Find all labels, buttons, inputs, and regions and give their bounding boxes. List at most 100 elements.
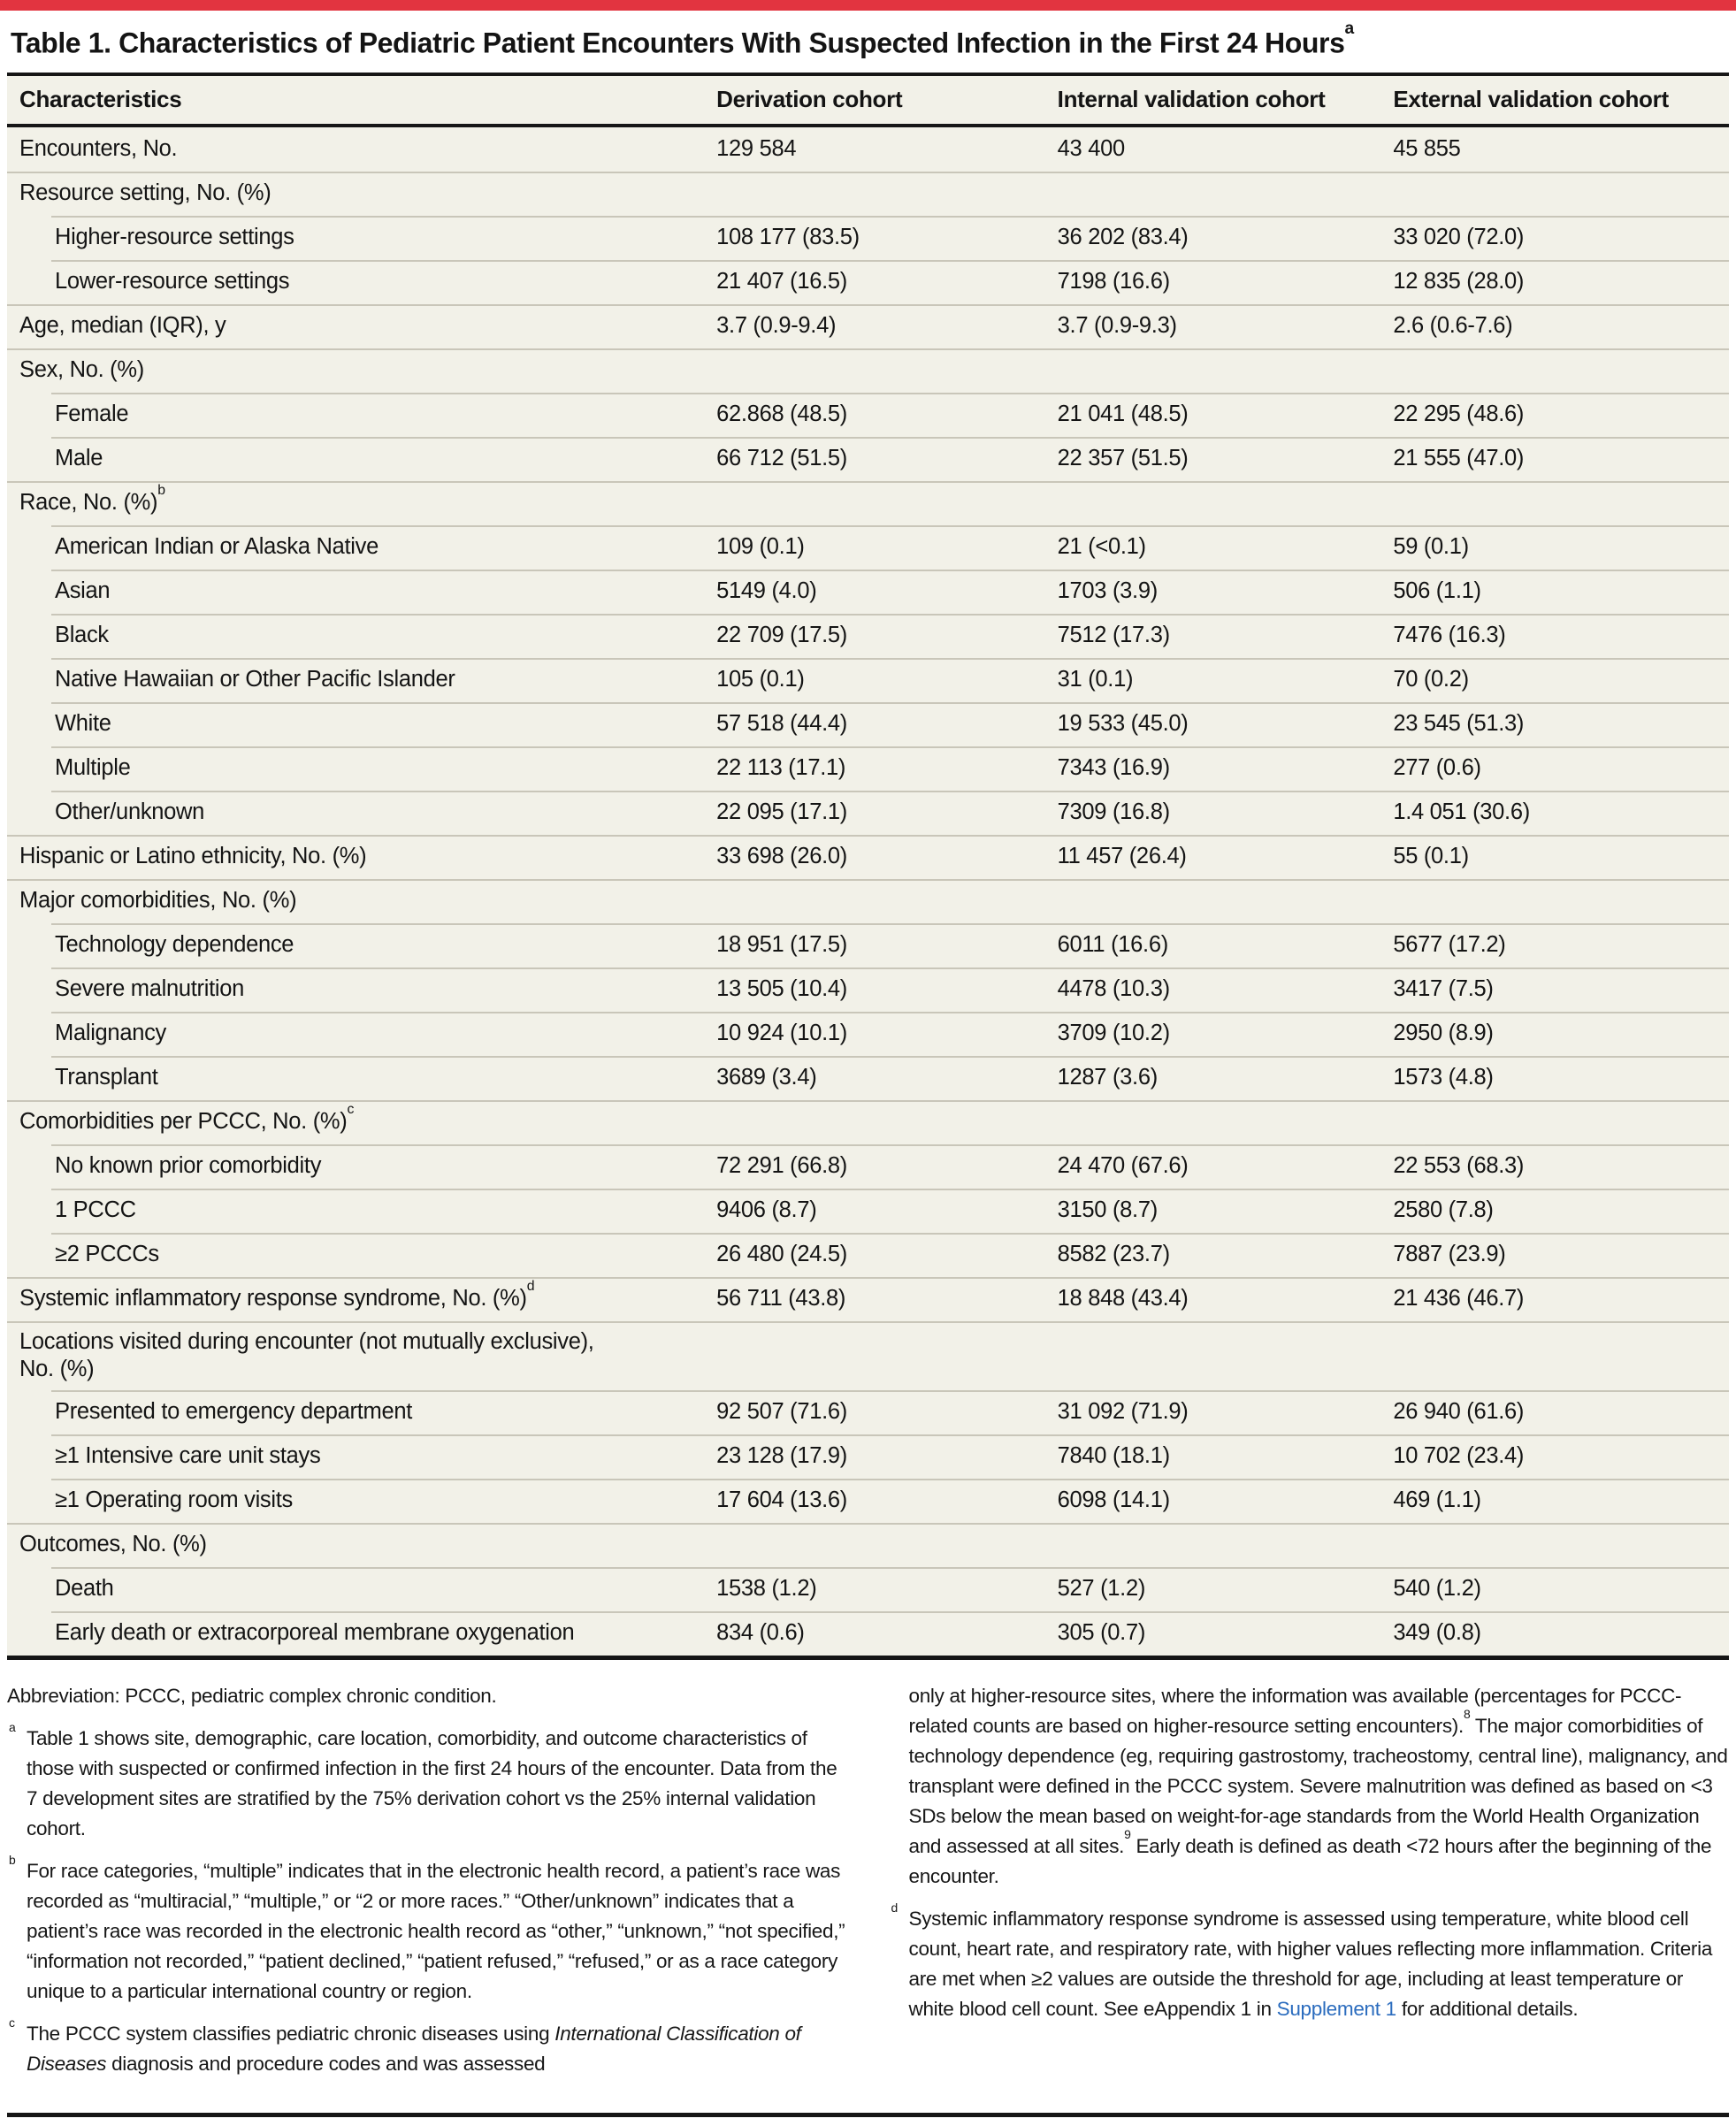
table-group-header-row: Major comorbidities, No. (%) — [7, 878, 1729, 923]
supplement-1-link[interactable]: Supplement 1 — [1276, 1997, 1397, 2020]
row-label: Native Hawaiian or Other Pacific Islande… — [7, 666, 716, 693]
row-label-text: Black — [55, 623, 109, 648]
row-label-text: Death — [55, 1576, 114, 1602]
row-label-text: Encounters, No. — [19, 136, 178, 162]
cell-value: 21 555 (47.0) — [1393, 446, 1525, 471]
table-data-row: Severe malnutrition 13 505 (10.4) 4478 (10… — [7, 967, 1729, 1012]
table-data-row: Black 22 709 (17.5) 7512 (17.3) 7476 (16.3) — [7, 613, 1729, 658]
row-label: Presented to emergency department — [7, 1398, 716, 1426]
table-data-row: Asian 5149 (4.0) 1703 (3.9) 506 (1.1) — [7, 569, 1729, 614]
row-label-text: Malignancy — [55, 1021, 166, 1046]
row-label: Early death or extracorporeal membrane o… — [7, 1619, 716, 1647]
row-label: American Indian or Alaska Native — [7, 533, 716, 561]
abbreviation-text: Abbreviation: PCCC, pediatric complex ch… — [7, 1684, 497, 1707]
cell-value: 31 (0.1) — [1057, 667, 1134, 692]
footnote-c-cont-text-3: Early death is defined as death <72 hour… — [908, 1834, 1712, 1887]
characteristics-table: Characteristics Derivation cohort Intern… — [7, 72, 1729, 1660]
row-label-text: American Indian or Alaska Native — [55, 534, 379, 560]
table-data-row: Technology dependence 18 951 (17.5) 6011 (… — [7, 922, 1729, 967]
cell-value: 105 (0.1) — [716, 667, 805, 692]
cell-value: 277 (0.6) — [1393, 755, 1481, 781]
cell-value: 22 113 (17.1) — [716, 755, 846, 781]
reference-8-marker: 8 — [1463, 1707, 1471, 1722]
cell-value: 36 202 (83.4) — [1057, 225, 1189, 250]
cell-value: 3150 (8.7) — [1057, 1197, 1159, 1223]
table-data-row: Native Hawaiian or Other Pacific Islande… — [7, 657, 1729, 702]
table-data-row: Lower-resource settings 21 407 (16.5) 7198… — [7, 259, 1729, 304]
cell-value: 22 095 (17.1) — [716, 799, 847, 825]
row-label: Malignancy — [7, 1020, 716, 1047]
row-label-text: Hispanic or Latino ethnicity, No. (%) — [19, 844, 367, 869]
cell-value: 26 940 (61.6) — [1393, 1399, 1525, 1425]
table-data-row: Male 66 712 (51.5) 22 357 (51.5) 21 555 (47… — [7, 436, 1729, 481]
cell-value: 1703 (3.9) — [1057, 578, 1159, 604]
table-group-header-row: Comorbidities per PCCC, No. (%)c — [7, 1099, 1729, 1144]
table-body: Encounters, No. 129 584 43 400 45 855 Resour… — [7, 127, 1729, 1660]
cell-value: 108 177 (83.5) — [716, 225, 860, 250]
cell-value: 43 400 — [1057, 136, 1126, 162]
table-data-row: White 57 518 (44.4) 19 533 (45.0) 23 545 (5… — [7, 701, 1729, 746]
cell-value: 1573 (4.8) — [1393, 1065, 1494, 1090]
cell-value: 7887 (23.9) — [1393, 1242, 1506, 1267]
row-label: Hispanic or Latino ethnicity, No. (%) — [7, 843, 716, 870]
table-data-row: Early death or extracorporeal membrane o… — [7, 1610, 1729, 1656]
row-label-text: Race, No. (%) — [19, 490, 158, 516]
cell-value: 4478 (10.3) — [1057, 976, 1170, 1002]
cell-value: 22 709 (17.5) — [716, 623, 847, 648]
cell-value: 92 507 (71.6) — [716, 1399, 847, 1425]
row-label-text: Severe malnutrition — [55, 976, 244, 1002]
cell-value: 1.4 051 (30.6) — [1393, 799, 1530, 825]
top-accent-bar — [0, 0, 1736, 11]
row-label: Comorbidities per PCCC, No. (%)c — [7, 1102, 1729, 1136]
cell-value: 57 518 (44.4) — [716, 711, 847, 737]
reference-9-marker: 9 — [1124, 1827, 1131, 1842]
row-label: Technology dependence — [7, 931, 716, 959]
row-label: Asian — [7, 577, 716, 605]
cell-value: 1287 (3.6) — [1057, 1065, 1159, 1090]
table-header-row: Characteristics Derivation cohort Intern… — [7, 76, 1729, 127]
cell-value: 7309 (16.8) — [1057, 799, 1170, 825]
row-label: Male — [7, 445, 716, 472]
cell-value: 7198 (16.6) — [1057, 269, 1170, 294]
row-label-text: Other/unknown — [55, 799, 205, 825]
row-label-text: No known prior comorbidity — [55, 1153, 322, 1179]
footnote-c: c The PCCC system classifies pediatric ch… — [9, 2015, 801, 2075]
row-label: Female — [7, 401, 716, 428]
row-label: Other/unknown — [7, 799, 716, 826]
cell-value: 22 295 (48.6) — [1393, 401, 1525, 427]
cell-value: 10 924 (10.1) — [716, 1021, 847, 1046]
table-data-row: Transplant 3689 (3.4) 1287 (3.6) 1573 (4.8) — [7, 1055, 1729, 1100]
table-group-header-row: Resource setting, No. (%) — [7, 171, 1729, 216]
table-group-header-row: Sex, No. (%) — [7, 348, 1729, 393]
row-label-text: Systemic inflammatory response syndrome,… — [19, 1286, 527, 1312]
row-label-text: Higher-resource settings — [55, 225, 294, 250]
row-label: Outcomes, No. (%) — [7, 1531, 1729, 1558]
table-group-header-row: Race, No. (%)b — [7, 480, 1729, 525]
table-data-row: Higher-resource settings 108 177 (83.5) 36… — [7, 215, 1729, 260]
table-data-row: Other/unknown 22 095 (17.1) 7309 (16.8) 1.4… — [7, 790, 1729, 835]
cell-value: 3.7 (0.9-9.4) — [716, 313, 837, 339]
table-data-row: American Indian or Alaska Native 109 (0.1… — [7, 524, 1729, 570]
table-data-row: 1 PCCC 9406 (8.7) 3150 (8.7) 2580 (7.8) — [7, 1188, 1729, 1233]
cell-value: 31 092 (71.9) — [1057, 1399, 1189, 1425]
cell-value: 26 480 (24.5) — [716, 1242, 847, 1267]
cell-value: 3.7 (0.9-9.3) — [1057, 313, 1177, 339]
row-label: Locations visited during encounter (not … — [7, 1328, 1729, 1383]
cell-value: 527 (1.2) — [1057, 1576, 1146, 1602]
row-label: Resource setting, No. (%) — [7, 180, 1729, 207]
cell-value: 72 291 (66.8) — [716, 1153, 847, 1179]
cell-value: 33 698 (26.0) — [716, 844, 847, 869]
table-group-header-row: Locations visited during encounter (not … — [7, 1320, 1729, 1390]
footnote-d-text: Systemic inflammatory response syndrome … — [908, 1907, 1713, 2020]
row-footnote-marker: c — [347, 1101, 355, 1117]
cell-value: 33 020 (72.0) — [1393, 225, 1525, 250]
cell-value: 21 407 (16.5) — [716, 269, 847, 294]
table-data-row: Multiple 22 113 (17.1) 7343 (16.9) 277 (0.6… — [7, 746, 1729, 791]
row-label-text: Major comorbidities, No. (%) — [19, 888, 297, 914]
cell-value: 9406 (8.7) — [716, 1197, 817, 1223]
table-title-footnote-marker: a — [1344, 19, 1355, 39]
row-label: Encounters, No. — [7, 135, 716, 163]
row-label: Transplant — [7, 1064, 716, 1091]
content: Table 1. Characteristics of Pediatric Pa… — [0, 11, 1736, 2126]
